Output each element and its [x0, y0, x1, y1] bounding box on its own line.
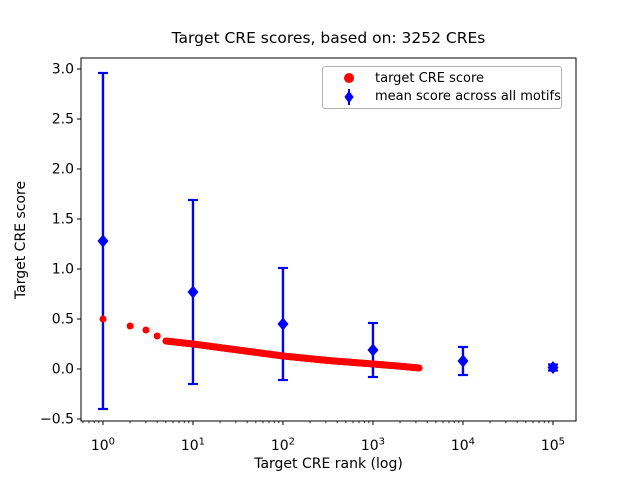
legend-label: mean score across all motifs — [375, 89, 561, 105]
y-tick-label: 2.0 — [52, 162, 74, 178]
legend-label: target CRE score — [375, 70, 485, 86]
x-tick-label: 100 — [91, 437, 115, 455]
red-scatter-point — [415, 364, 423, 372]
blue-mean-diamond — [277, 317, 289, 331]
plot-border — [80, 57, 577, 422]
blue-mean-diamond — [457, 354, 469, 368]
legend: target CRE score mean score across all m… — [322, 66, 562, 109]
y-tick-label: 1.0 — [52, 262, 74, 278]
y-tick-label: 1.5 — [52, 212, 74, 228]
x-tick-label: 102 — [271, 437, 295, 455]
blue-mean-diamond — [367, 343, 379, 357]
red-circle-icon — [331, 73, 367, 84]
y-tick-label: 2.5 — [52, 112, 74, 128]
blue-mean-diamond — [187, 285, 199, 299]
y-tick-label: 0.0 — [52, 362, 74, 378]
blue-mean-diamond — [547, 361, 559, 374]
red-scatter-point — [99, 315, 107, 323]
x-tick-label: 101 — [181, 437, 205, 455]
y-axis-label: Target CRE score — [13, 180, 29, 300]
x-tick-label: 104 — [451, 437, 475, 455]
y-tick-label: 3.0 — [52, 62, 74, 78]
x-tick-label: 103 — [361, 437, 385, 455]
y-tick-label: −0.5 — [40, 412, 74, 428]
chart-title: Target CRE scores, based on: 3252 CREs — [171, 29, 486, 47]
x-axis-label: Target CRE rank (log) — [254, 456, 403, 472]
x-tick-label: 105 — [541, 437, 565, 455]
red-scatter-point — [126, 322, 134, 330]
y-tick-label: 0.5 — [52, 312, 74, 328]
legend-item-mean-score: mean score across all motifs — [331, 88, 561, 106]
blue-diamond-errorbar-icon — [331, 88, 367, 106]
red-scatter-point — [142, 326, 150, 334]
blue-mean-diamond — [97, 234, 109, 248]
legend-item-target-cre-score: target CRE score — [331, 69, 555, 87]
red-scatter-point — [153, 332, 161, 340]
